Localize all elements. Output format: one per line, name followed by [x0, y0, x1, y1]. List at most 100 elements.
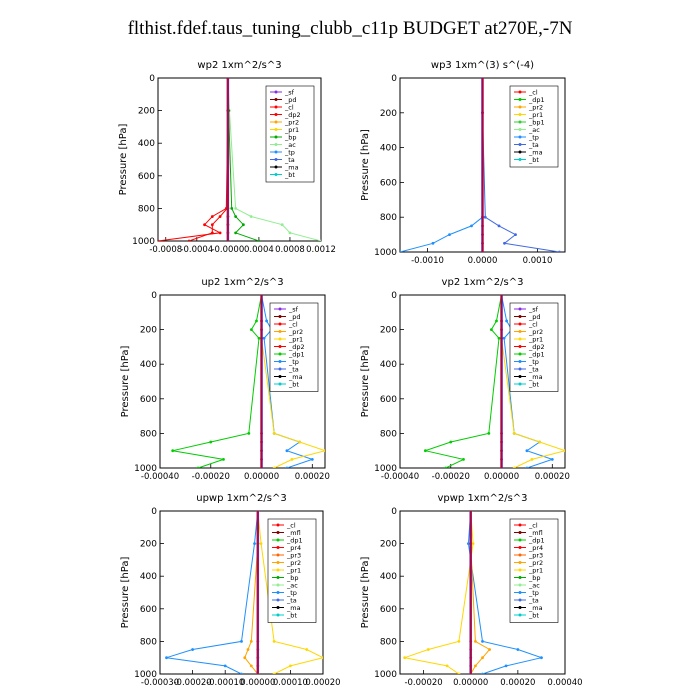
legend-label: _bp: [284, 134, 297, 142]
x-tick-label: 0.0008: [275, 245, 305, 255]
legend-label: _ta: [528, 597, 539, 605]
y-tick-label: 0: [391, 291, 397, 301]
panel-6: vpwp 1xm^2/s^3 Pressure [hPa] 0 200 400 600 80…: [360, 493, 583, 688]
x-tick-label: 0.0012: [306, 245, 336, 255]
legend-marker: [276, 546, 280, 549]
data-point: [249, 328, 253, 331]
y-tick-label: 400: [380, 572, 397, 582]
legend-marker: [518, 523, 522, 527]
legend-label: _bt: [284, 171, 295, 179]
data-point: [497, 224, 501, 228]
y-tick-label: 1000: [374, 464, 397, 474]
legend-label: _sf: [284, 89, 295, 97]
legend-marker: [274, 98, 278, 101]
y-axis-label: Pressure [hPa]: [360, 129, 371, 201]
y-tick-label: 1000: [374, 248, 397, 258]
x-tick-label: 0.00020: [305, 678, 340, 688]
y-tick-label: 1000: [134, 670, 157, 680]
legend-marker: [276, 523, 280, 527]
data-point: [502, 336, 506, 340]
legend-label: _ac: [286, 582, 298, 590]
data-point: [222, 457, 225, 461]
legend-label: _pr1: [284, 126, 299, 134]
legend-label: _bt: [528, 612, 539, 620]
legend: _sf_pd_cl_pr2_pr1_dp2_dp1_tp_ta_ma_bt: [509, 302, 559, 392]
legend-marker: [518, 538, 522, 542]
legend-label: _ac: [284, 141, 296, 149]
data-point: [288, 231, 292, 235]
legend-label: _sf: [528, 306, 539, 314]
data-point: [230, 207, 234, 210]
y-tick-label: 0: [391, 74, 397, 84]
legend-marker: [278, 322, 282, 326]
legend: _sf_pd_cl_pr2_pr1_dp2_dp1_tp_ta_ma_bt: [269, 302, 319, 392]
data-point: [310, 457, 314, 461]
data-point: [165, 656, 168, 660]
x-tick-label: 0.00020: [295, 472, 330, 482]
legend-label: _ma: [528, 604, 543, 612]
data-point: [426, 648, 430, 651]
legend-label: _pr1: [286, 567, 301, 575]
legend-marker: [518, 360, 522, 363]
data-point: [272, 672, 276, 674]
y-tick-label: 0: [151, 507, 157, 517]
data-point: [187, 239, 191, 241]
x-tick-label: 0.00010: [273, 678, 308, 688]
y-tick-label: 200: [140, 540, 157, 550]
data-point: [471, 542, 475, 545]
legend-marker: [274, 173, 278, 176]
data-point: [289, 664, 292, 668]
legend-marker: [518, 143, 522, 146]
legend-label: _tp: [528, 358, 539, 366]
legend-label: _dp1: [528, 537, 545, 545]
legend-marker: [274, 113, 278, 116]
legend-marker: [276, 553, 280, 557]
legend-label: _mfl: [286, 529, 301, 537]
y-tick-label: 800: [380, 429, 397, 439]
y-tick-label: 200: [380, 326, 397, 336]
legend-label: _ma: [284, 164, 299, 172]
legend-marker: [278, 345, 282, 348]
data-point: [253, 542, 256, 545]
legend-marker: [518, 583, 522, 587]
legend-marker: [278, 352, 282, 356]
legend-label: _ac: [528, 126, 540, 134]
x-tick-label: 0.00020: [535, 472, 570, 482]
legend-marker: [274, 120, 278, 124]
data-point: [262, 336, 266, 340]
data-point: [298, 440, 302, 444]
data-point: [495, 319, 498, 323]
data-point: [272, 640, 276, 643]
legend-label: _pr4: [286, 544, 301, 552]
legend-label: _pd: [284, 96, 297, 104]
data-point: [403, 656, 407, 660]
x-tick-label: -0.00020: [192, 472, 230, 482]
data-point: [209, 440, 213, 444]
legend-marker: [278, 307, 282, 311]
data-point: [285, 449, 289, 453]
legend-label: _dp1: [288, 351, 305, 359]
legend-label: _ta: [284, 156, 295, 164]
data-point: [550, 457, 554, 461]
panel-title: wp2 1xm^2/s^3: [197, 60, 281, 71]
data-point: [234, 231, 238, 235]
data-point: [171, 449, 175, 453]
y-tick-label: 400: [140, 360, 157, 370]
legend-marker: [518, 120, 522, 124]
legend-marker: [518, 531, 522, 534]
legend-marker: [276, 531, 280, 534]
x-tick-label: 0.00000: [484, 472, 519, 482]
x-tick-label: 0.00020: [500, 678, 535, 688]
x-tick-label: 0.0010: [523, 256, 553, 266]
legend-marker: [518, 113, 522, 116]
legend-label: _pd: [528, 313, 541, 321]
y-tick-label: 1000: [134, 464, 157, 474]
legend-label: _pr2: [528, 328, 543, 336]
data-point: [558, 250, 561, 252]
legend-label: _bt: [528, 381, 539, 389]
legend-marker: [518, 576, 522, 579]
legend-label: _bt: [288, 381, 299, 389]
y-tick-label: 600: [380, 605, 397, 615]
y-axis-label: Pressure [hPa]: [360, 346, 371, 418]
